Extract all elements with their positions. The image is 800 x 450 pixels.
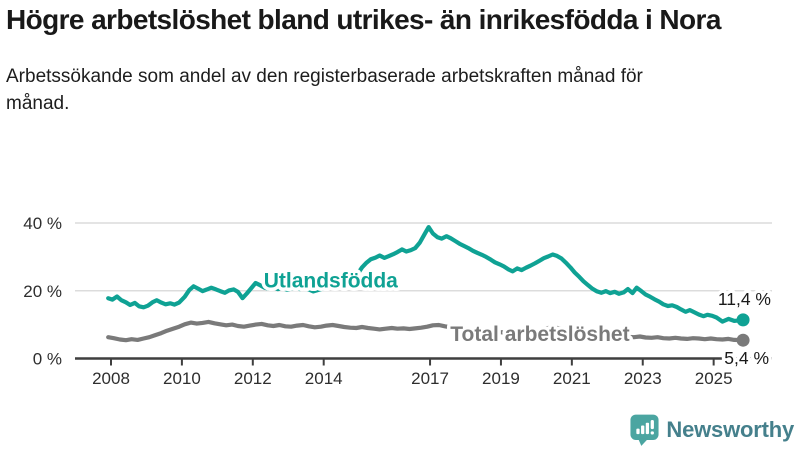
page-title: Högre arbetslöshet bland utrikes- än inr… <box>6 4 721 35</box>
y-tick-label: 20 % <box>23 282 62 301</box>
x-tick-label: 2019 <box>482 369 520 388</box>
x-tick-label: 2025 <box>695 369 733 388</box>
series-end-dot-total <box>736 333 750 347</box>
end-value-label-utlandsfodda: 11,4 % <box>718 289 771 309</box>
series-line-total <box>106 319 746 343</box>
end-value-label-total: 5,4 % <box>724 348 769 368</box>
x-tick-label: 2012 <box>234 369 272 388</box>
x-tick-label: 2023 <box>624 369 662 388</box>
x-tick-label: 2014 <box>305 369 343 388</box>
series-label-total: Total arbetslöshet <box>450 323 629 346</box>
series-label-utlandsfodda: Utlandsfödda <box>264 269 398 292</box>
y-tick-label: 0 % <box>33 350 62 369</box>
newsworthy-icon <box>630 414 659 446</box>
y-tick-label: 40 % <box>23 214 62 233</box>
newsworthy-logo: Newsworthy <box>630 414 794 446</box>
newsworthy-wordmark: Newsworthy <box>666 417 794 442</box>
x-tick-label: 2008 <box>92 369 130 388</box>
series-end-dot-utlandsfodda <box>736 313 750 327</box>
chart-header: Högre arbetslöshet bland utrikes- än inr… <box>6 2 794 118</box>
series-line-utlandsfodda <box>106 225 746 324</box>
x-tick-label: 2021 <box>553 369 591 388</box>
x-tick-label: 2010 <box>163 369 201 388</box>
chart-subtitle: Arbetssökande som andel av den registerb… <box>6 65 643 114</box>
x-tick-label: 2017 <box>411 369 449 388</box>
